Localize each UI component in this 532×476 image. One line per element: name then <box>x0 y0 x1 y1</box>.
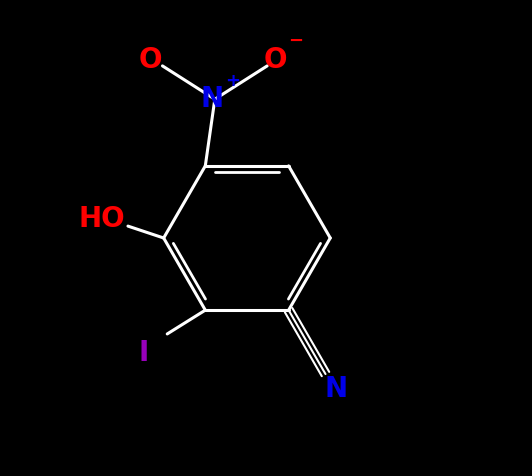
Text: N: N <box>325 375 348 403</box>
Text: HO: HO <box>78 205 125 233</box>
Text: −: − <box>288 32 303 50</box>
Text: N: N <box>201 85 224 113</box>
Text: +: + <box>226 72 240 90</box>
Text: I: I <box>138 339 148 367</box>
Text: O: O <box>264 46 287 74</box>
Text: O: O <box>139 46 162 74</box>
